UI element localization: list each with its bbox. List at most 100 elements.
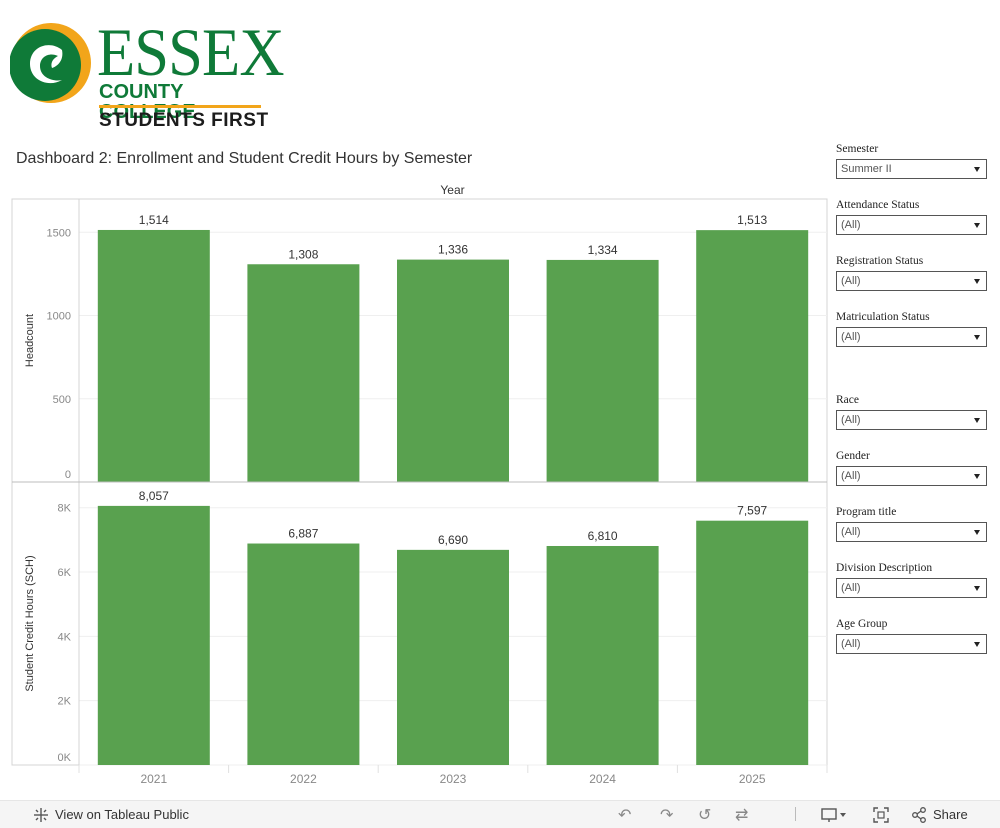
- x-axis-label-2025: 2025: [739, 772, 766, 786]
- filter-label: Matriculation Status: [836, 311, 930, 323]
- sch-data-label: 6,690: [438, 533, 468, 547]
- view-on-tableau-label: View on Tableau Public: [55, 807, 189, 822]
- dropdown-arrow-icon[interactable]: [974, 474, 980, 479]
- download-icon: [821, 807, 846, 822]
- dropdown-arrow-icon[interactable]: [974, 642, 980, 647]
- filter-label: Attendance Status: [836, 199, 920, 211]
- column-header-year: Year: [440, 183, 465, 197]
- download-button[interactable]: [821, 801, 847, 828]
- filter-dropdown-gender[interactable]: (All): [836, 466, 987, 486]
- filter-selected-value: (All): [841, 331, 861, 343]
- undo-icon[interactable]: ↶: [618, 806, 632, 824]
- x-axis-label-2024: 2024: [589, 772, 616, 786]
- dropdown-arrow-icon[interactable]: [974, 530, 980, 535]
- share-icon: [912, 806, 926, 823]
- logo-mark-icon: [10, 23, 91, 103]
- filter-selected-value: (All): [841, 275, 861, 287]
- view-on-tableau-link[interactable]: View on Tableau Public: [33, 801, 189, 828]
- toolbar-divider: [795, 807, 796, 821]
- sch-bar-2023[interactable]: [397, 549, 509, 765]
- headcount-bar-2025[interactable]: [696, 230, 809, 482]
- filter-dropdown-matriculation-status[interactable]: (All): [836, 327, 987, 347]
- refresh-icon[interactable]: ⇄: [735, 806, 749, 824]
- filter-registration-status: Registration Status (All): [836, 255, 988, 291]
- logo-essex-text: ESSEX: [97, 14, 285, 90]
- share-label: Share: [933, 807, 968, 822]
- filter-program-title: Program title (All): [836, 506, 988, 542]
- sch-bar-2022[interactable]: [247, 543, 360, 765]
- headcount-bar-2021[interactable]: [97, 229, 210, 482]
- filter-semester: Semester Summer II: [836, 143, 988, 179]
- filter-selected-value: Summer II: [841, 163, 892, 175]
- sch-y-tick-label: 4K: [58, 631, 72, 643]
- headcount-data-label: 1,336: [438, 243, 468, 257]
- share-button[interactable]: Share: [911, 801, 968, 828]
- sch-data-label: 6,810: [588, 529, 618, 543]
- filter-selected-value: (All): [841, 582, 861, 594]
- x-axis-label-2023: 2023: [440, 772, 467, 786]
- filter-age-group: Age Group (All): [836, 618, 988, 654]
- sch-bar-2025[interactable]: [696, 520, 809, 765]
- sch-y-tick-label: 0K: [58, 752, 72, 764]
- filter-matriculation-status: Matriculation Status (All): [836, 311, 988, 347]
- filter-label: Gender: [836, 450, 870, 462]
- headcount-y-tick-label: 500: [53, 394, 71, 406]
- headcount-bar-2024[interactable]: [546, 259, 659, 482]
- filter-label: Division Description: [836, 562, 933, 574]
- headcount-bar-2023[interactable]: [397, 259, 509, 482]
- dropdown-arrow-icon[interactable]: [974, 586, 980, 591]
- headcount-data-label: 1,308: [288, 247, 318, 261]
- revert-icon[interactable]: ↺: [698, 806, 712, 824]
- filter-selected-value: (All): [841, 638, 861, 650]
- sch-y-tick-label: 2K: [58, 696, 72, 708]
- x-axis-label-2022: 2022: [290, 772, 317, 786]
- logo-tagline-text: STUDENTS FIRST: [99, 110, 269, 131]
- sch-bar-2024[interactable]: [546, 545, 659, 765]
- filter-label: Age Group: [836, 618, 888, 630]
- filter-dropdown-registration-status[interactable]: (All): [836, 271, 987, 291]
- filter-selected-value: (All): [841, 219, 861, 231]
- redo-icon[interactable]: ↷: [660, 806, 674, 824]
- dropdown-arrow-icon[interactable]: [974, 418, 980, 423]
- filter-label: Program title: [836, 506, 897, 518]
- headcount-bar-2022[interactable]: [247, 264, 360, 482]
- college-logo: ESSEX COUNTY COLLEGE STUDENTS FIRST: [10, 18, 285, 132]
- sch-data-label: 7,597: [737, 504, 767, 518]
- tableau-icon: [34, 807, 48, 822]
- filter-dropdown-age-group[interactable]: (All): [836, 634, 987, 654]
- filter-dropdown-program-title[interactable]: (All): [836, 522, 987, 542]
- filter-dropdown-attendance-status[interactable]: (All): [836, 215, 987, 235]
- filter-division-description: Division Description (All): [836, 562, 988, 598]
- filter-label: Race: [836, 394, 859, 406]
- filter-dropdown-semester[interactable]: Summer II: [836, 159, 987, 179]
- headcount-data-label: 1,514: [139, 213, 169, 227]
- sch-y-tick-label: 6K: [58, 567, 72, 579]
- filter-race: Race (All): [836, 394, 988, 430]
- filter-attendance-status: Attendance Status (All): [836, 199, 988, 235]
- logo-divider: [99, 105, 261, 108]
- dashboard-title: Dashboard 2: Enrollment and Student Cred…: [16, 150, 473, 167]
- sch-data-label: 6,887: [288, 527, 318, 541]
- headcount-y-tick-label: 0: [65, 469, 71, 481]
- tableau-toolbar: View on Tableau Public ↶ ↷ ↺ ⇄ Share: [0, 800, 1000, 828]
- dropdown-arrow-icon[interactable]: [974, 279, 980, 284]
- filter-selected-value: (All): [841, 526, 861, 538]
- dropdown-arrow-icon[interactable]: [974, 335, 980, 340]
- dropdown-arrow-icon[interactable]: [974, 167, 980, 172]
- enrollment-sch-chart[interactable]: 0 500 1000 1500 1,514 1,308 1,336 1,334 1,513 Hea…: [0, 195, 835, 795]
- headcount-data-label: 1,513: [737, 213, 767, 227]
- filter-dropdown-division-description[interactable]: (All): [836, 578, 987, 598]
- filter-selected-value: (All): [841, 470, 861, 482]
- headcount-data-label: 1,334: [588, 243, 618, 257]
- dropdown-arrow-icon[interactable]: [974, 223, 980, 228]
- sch-y-tick-label: 8K: [58, 503, 72, 515]
- fullscreen-button[interactable]: [873, 801, 889, 828]
- fullscreen-icon: [873, 806, 889, 823]
- filter-label: Semester: [836, 143, 879, 155]
- filter-gender: Gender (All): [836, 450, 988, 486]
- headcount-y-tick-label: 1500: [47, 227, 71, 239]
- sch-data-label: 8,057: [139, 489, 169, 503]
- x-axis-label-2021: 2021: [140, 772, 167, 786]
- sch-bar-2021[interactable]: [97, 505, 210, 765]
- filter-dropdown-race[interactable]: (All): [836, 410, 987, 430]
